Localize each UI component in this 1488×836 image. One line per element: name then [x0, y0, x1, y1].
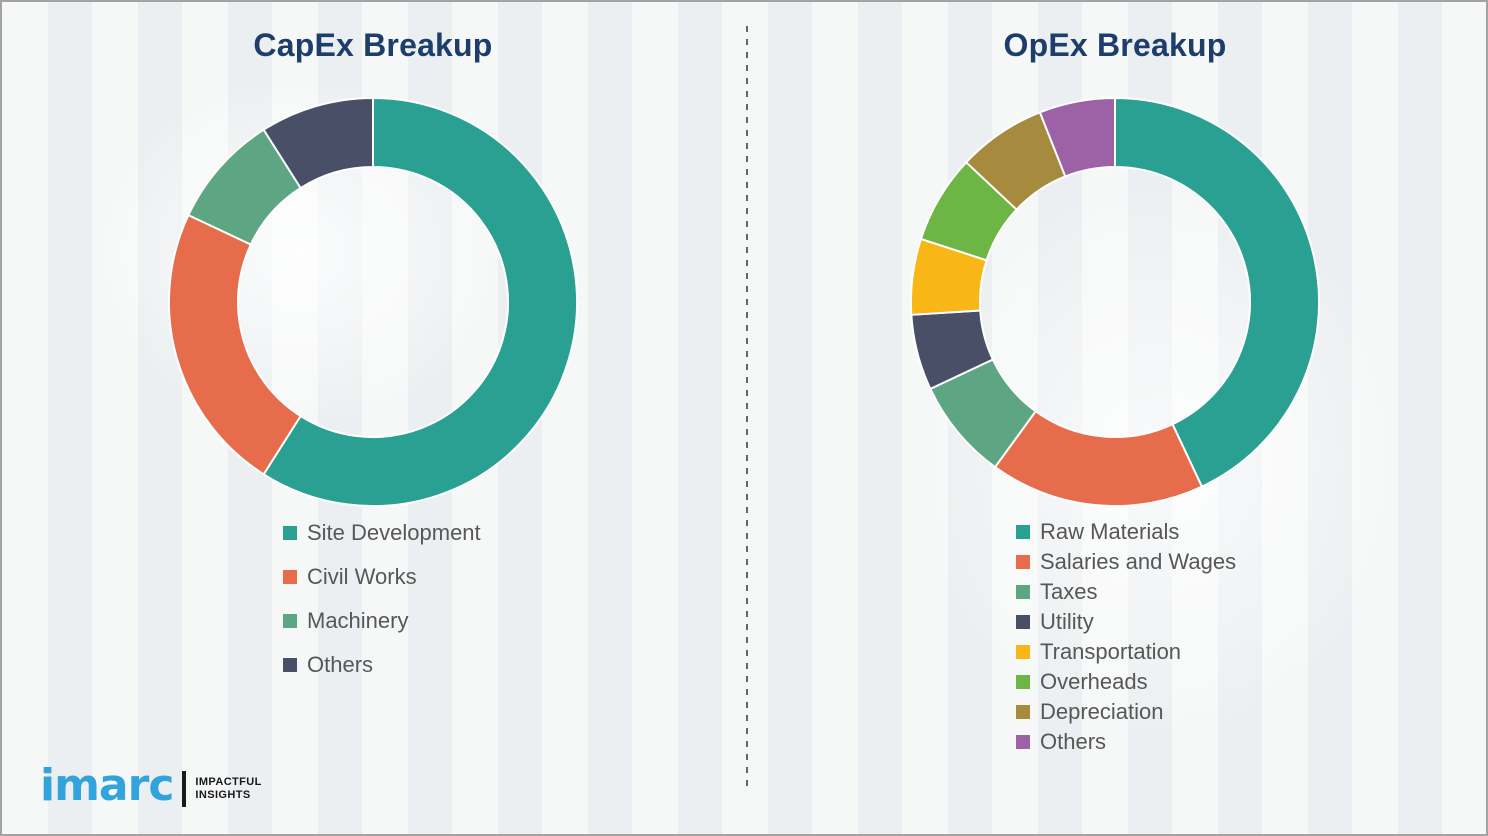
capex-title: CapEx Breakup: [253, 27, 493, 63]
opex-title: OpEx Breakup: [1003, 27, 1227, 63]
legend-item-site-development: Site Development: [283, 520, 744, 546]
imarc-wordmark: imarc: [40, 760, 174, 811]
legend-swatch-icon: [1016, 735, 1030, 749]
capex-panel: CapEx Breakup Site Development Civil Work…: [2, 2, 744, 834]
opex-legend: Raw Materials Salaries and Wages Taxes Util…: [744, 520, 1486, 754]
legend-item-civil-works: Civil Works: [283, 564, 744, 590]
legend-label: Depreciation: [1040, 699, 1164, 724]
tagline-line1: IMPACTFUL: [195, 776, 262, 788]
legend-label: Machinery: [307, 608, 409, 633]
tagline-line2: INSIGHTS: [195, 789, 251, 801]
imarc-tagline: IMPACTFUL INSIGHTS: [195, 776, 261, 802]
donut-segment-others: [1038, 96, 1116, 178]
legend-item-taxes: Taxes: [1016, 580, 1486, 604]
legend-label: Utility: [1040, 609, 1094, 634]
logo-divider-bar: [182, 771, 187, 807]
legend-item-machinery: Machinery: [283, 608, 744, 634]
donut-segment-raw-materials: [1114, 96, 1320, 488]
legend-swatch-icon: [283, 570, 297, 584]
legend-label: Overheads: [1040, 669, 1148, 694]
legend-item-depreciation: Depreciation: [1016, 700, 1486, 724]
legend-item-others: Others: [283, 652, 744, 678]
legend-item-others: Others: [1016, 730, 1486, 754]
vertical-dashed-divider: [746, 26, 748, 790]
legend-swatch-icon: [283, 614, 297, 628]
legend-swatch-icon: [1016, 585, 1030, 599]
opex-donut-chart: [909, 96, 1320, 508]
imarc-logo: imarc IMPACTFUL INSIGHTS: [40, 764, 262, 808]
legend-label: Civil Works: [307, 564, 417, 589]
legend-label: Site Development: [307, 520, 481, 545]
legend-item-salaries-and-wages: Salaries and Wages: [1016, 550, 1486, 574]
opex-panel: OpEx Breakup Raw Materials Salaries and W…: [744, 2, 1486, 834]
legend-swatch-icon: [1016, 645, 1030, 659]
legend-swatch-icon: [283, 526, 297, 540]
capex-legend: Site Development Civil Works Machinery Othe…: [2, 520, 744, 678]
legend-item-raw-materials: Raw Materials: [1016, 520, 1486, 544]
legend-label: Others: [1040, 729, 1107, 754]
legend-item-utility: Utility: [1016, 610, 1486, 634]
donut-segment-others: [262, 96, 374, 189]
capex-donut-chart: [168, 96, 579, 508]
legend-swatch-icon: [1016, 615, 1030, 629]
legend-label: Others: [307, 652, 374, 677]
legend-swatch-icon: [1016, 525, 1030, 539]
legend-label: Taxes: [1040, 579, 1098, 604]
donut-segment-site-development: [262, 96, 579, 508]
legend-label: Transportation: [1040, 639, 1182, 664]
legend-swatch-icon: [1016, 675, 1030, 689]
legend-swatch-icon: [1016, 705, 1030, 719]
legend-swatch-icon: [283, 658, 297, 672]
legend-label: Salaries and Wages: [1040, 549, 1237, 574]
legend-item-overheads: Overheads: [1016, 670, 1486, 694]
donut-segment-civil-works: [168, 214, 302, 476]
legend-swatch-icon: [1016, 555, 1030, 569]
legend-item-transportation: Transportation: [1016, 640, 1486, 664]
legend-label: Raw Materials: [1040, 519, 1180, 544]
